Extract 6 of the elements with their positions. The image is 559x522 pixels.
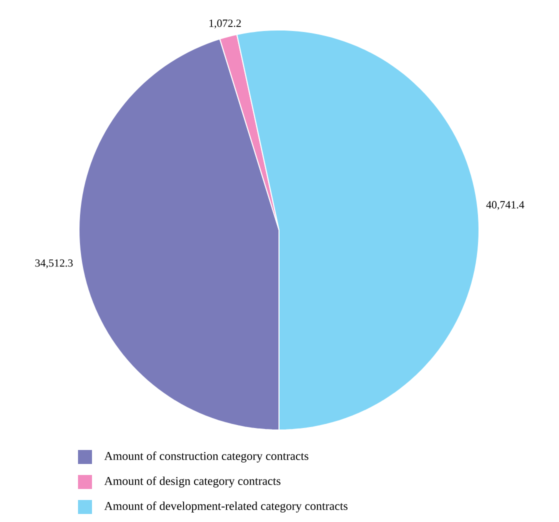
data-label: 40,741.4: [486, 201, 524, 210]
legend-label: Amount of development-related category contracts: [104, 501, 348, 512]
legend-label: Amount of construction category contracts: [104, 451, 308, 462]
data-label: 1,072.2: [210, 20, 241, 29]
legend-label: Amount of design category contracts: [104, 476, 280, 488]
data-label: 34,512.3: [35, 259, 73, 268]
